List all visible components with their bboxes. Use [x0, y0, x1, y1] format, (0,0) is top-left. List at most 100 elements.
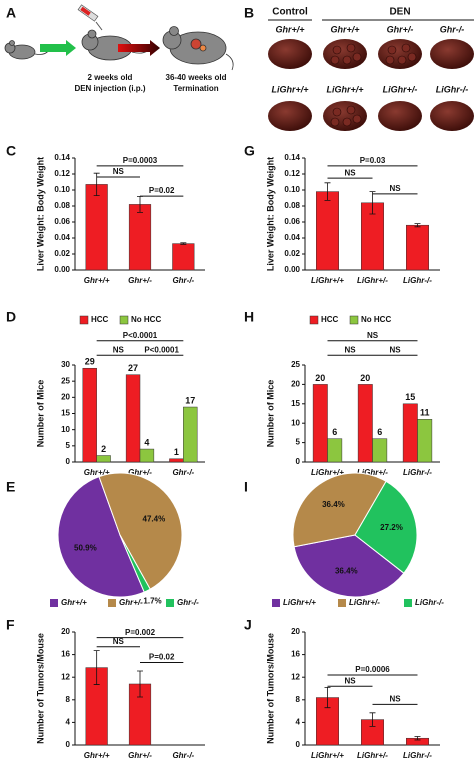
bar	[125, 374, 141, 463]
error-bar	[93, 650, 100, 685]
tumor	[346, 105, 356, 115]
y-tick-label: 0.04	[54, 233, 70, 242]
x-tick-label: Ghr-/-	[172, 751, 194, 760]
bar	[417, 419, 433, 463]
data-label: 17	[185, 395, 195, 405]
x-tick-label: LiGhr+/+	[311, 468, 344, 477]
bar	[183, 406, 198, 463]
data-label: 15	[405, 392, 415, 402]
liver	[430, 101, 474, 131]
error-bar	[414, 223, 421, 228]
panel-letter: E	[6, 479, 15, 495]
step-text: 36-40 weeks old	[166, 73, 227, 82]
tumor	[342, 55, 352, 65]
x-tick-label: LiGhr-/-	[403, 751, 432, 760]
genotype-label: Ghr+/-	[387, 24, 414, 34]
y-tick-label: 12	[291, 672, 300, 681]
slice-label: 27.2%	[380, 523, 403, 532]
legend-label: HCC	[321, 315, 339, 324]
significance-label: NS	[113, 167, 125, 176]
x-tick-label: Ghr+/+	[84, 276, 110, 285]
genotype-label: LiGhr+/+	[271, 84, 309, 94]
data-label: 29	[85, 357, 95, 367]
pie-slice	[57, 476, 145, 598]
y-tick-label: 25	[291, 360, 300, 369]
y-tick-label: 0.10	[284, 185, 300, 194]
y-axis-label: Number of Mice	[265, 380, 275, 448]
liver	[378, 39, 422, 69]
legend-label: Ghr+/-	[119, 598, 143, 607]
liver	[268, 101, 312, 131]
y-tick-label: 16	[61, 650, 70, 659]
significance-label: P=0.03	[360, 156, 386, 165]
y-tick-label: 8	[66, 695, 71, 704]
legend-label: HCC	[91, 315, 109, 324]
pie-slice	[119, 534, 151, 593]
liver	[378, 101, 422, 131]
panel-letter: B	[244, 5, 254, 21]
slice-label: 36.4%	[335, 566, 358, 575]
data-label: 20	[360, 373, 370, 383]
significance-label: NS	[113, 637, 125, 646]
data-label: 1	[174, 447, 179, 457]
legend-label: LiGhr+/+	[283, 598, 316, 607]
y-axis-label: Number of Tumors/Mouse	[35, 633, 45, 744]
y-tick-label: 16	[291, 650, 300, 659]
group-header: Control	[272, 7, 308, 18]
bar	[82, 367, 97, 463]
error-bar	[324, 182, 331, 201]
y-tick-label: 0	[66, 457, 71, 466]
bar	[406, 224, 429, 271]
y-tick-label: 12	[61, 672, 70, 681]
y-tick-label: 0	[296, 457, 301, 466]
y-axis-label: Number of Mice	[35, 380, 45, 448]
x-tick-label: LiGhr+/+	[311, 276, 344, 285]
syringe	[77, 4, 103, 31]
y-tick-label: 0	[66, 740, 71, 749]
error-bar	[369, 191, 376, 215]
data-label: 6	[332, 427, 337, 437]
group-header: DEN	[389, 7, 410, 18]
significance-label: NS	[389, 694, 401, 703]
y-tick-label: 0.14	[54, 153, 70, 162]
significance-label: P<0.0001	[123, 331, 158, 340]
y-axis-label: Number of Tumors/Mouse	[265, 633, 275, 744]
legend-swatch	[79, 315, 89, 325]
error-bar	[324, 686, 331, 709]
bar	[169, 458, 184, 463]
y-tick-label: 0.12	[284, 169, 300, 178]
legend-label: LiGhr+/-	[349, 598, 380, 607]
y-tick-label: 0.00	[54, 265, 70, 274]
x-tick-label: LiGhr+/-	[357, 276, 388, 285]
bar	[316, 191, 339, 271]
tumor	[346, 43, 356, 53]
pie-slice	[354, 480, 418, 574]
y-tick-label: 4	[66, 718, 71, 727]
tumor	[332, 107, 342, 117]
legend-label: Ghr-/-	[177, 598, 199, 607]
y-tick-label: 0.04	[284, 233, 300, 242]
liver-photos: B Control DEN Ghr+/+ Ghr+/+ Ghr+/- Ghr-/- Li…	[244, 5, 474, 131]
significance-label: NS	[113, 345, 125, 354]
genotype-label: LiGhr-/-	[436, 84, 469, 94]
error-bar	[369, 712, 376, 727]
panel-letter: J	[244, 617, 252, 633]
tumor	[352, 52, 362, 62]
y-tick-label: 0.08	[54, 201, 70, 210]
x-tick-label: LiGhr-/-	[403, 276, 432, 285]
bar	[139, 448, 155, 463]
y-tick-label: 0.08	[284, 201, 300, 210]
y-tick-label: 4	[296, 718, 301, 727]
error-bar	[137, 670, 143, 698]
slice-label: 47.4%	[143, 515, 166, 524]
error-bar	[414, 736, 421, 741]
genotype-label: LiGhr+/+	[326, 84, 364, 94]
y-axis-label: Liver Weight: Body Weight	[35, 157, 45, 271]
liver	[430, 39, 474, 69]
schematic: A 2 weeks old DEN injection (i.p.) 36-40…	[4, 4, 234, 93]
y-tick-label: 0	[296, 740, 301, 749]
tumor	[401, 43, 411, 53]
y-axis-label: Liver Weight: Body Weight	[265, 157, 275, 271]
x-tick-label: Ghr+/-	[128, 468, 152, 477]
